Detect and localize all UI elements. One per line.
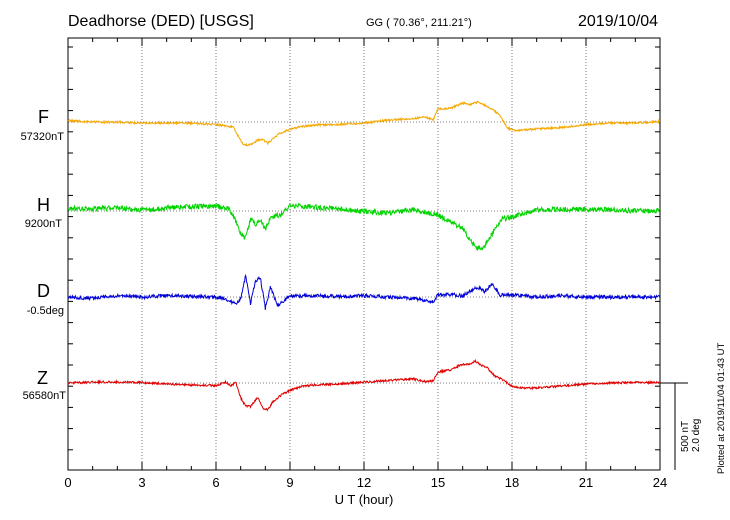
x-tick-label: 21: [579, 475, 593, 490]
series-line-H: [67, 202, 661, 251]
label-H-base: 9200nT: [24, 218, 62, 230]
series-line-Z: [67, 358, 661, 412]
label-D-letter: D: [37, 281, 50, 301]
x-tick-label: 24: [653, 475, 667, 490]
x-tick-label: 0: [64, 475, 71, 490]
scale-label: 500 nT 2.0 deg: [680, 419, 702, 452]
x-axis-label: U T (hour): [335, 492, 394, 507]
x-tick-label: 6: [212, 475, 219, 490]
plot-frame: [67, 37, 661, 471]
x-tick-label: 3: [138, 475, 145, 490]
x-tick-label: 18: [505, 475, 519, 490]
x-tick-label: 15: [431, 475, 445, 490]
scale-label-nt: 500 nT: [680, 420, 691, 452]
chart-title: Deadhorse (DED) [USGS]: [68, 13, 254, 30]
series-line-F: [67, 100, 661, 147]
label-Z-letter: Z: [37, 368, 48, 388]
label-F-base: 57320nT: [20, 131, 64, 143]
label-F-letter: F: [38, 107, 49, 127]
label-D-base: -0.5deg: [26, 305, 64, 317]
label-Z-base: 56580nT: [22, 390, 66, 402]
scale-label-deg: 2.0 deg: [691, 418, 702, 452]
label-H-letter: H: [37, 195, 50, 215]
station-coordinates: GG ( 70.36°, 211.21°): [366, 17, 472, 29]
plotted-timestamp: Plotted at 2019/11/04 01:43 UT: [716, 342, 727, 474]
series-line-D: [67, 273, 660, 310]
x-tick-label: 12: [357, 475, 371, 490]
chart-date: 2019/10/04: [578, 13, 659, 30]
x-tick-label: 9: [286, 475, 293, 490]
